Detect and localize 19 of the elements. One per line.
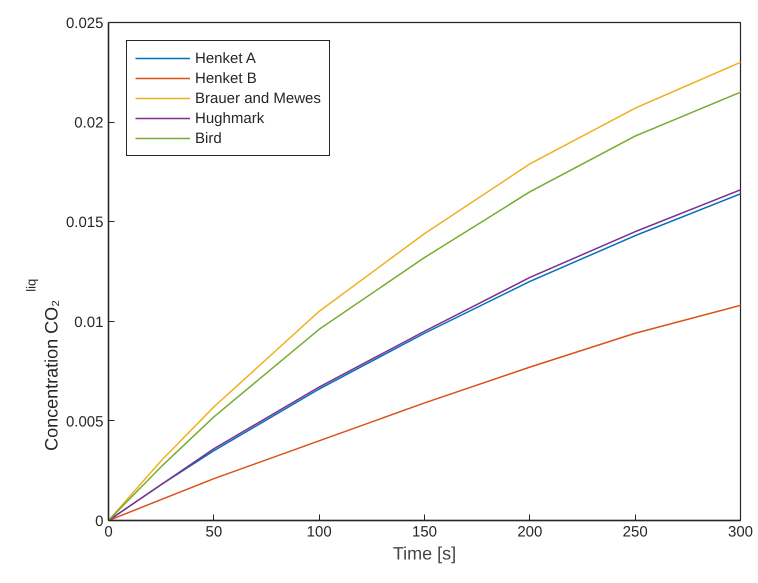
y-tick-label: 0.005 [66,413,104,430]
x-tick-label: 100 [306,524,332,540]
x-tick-label: 200 [517,524,542,540]
legend-label: Hughmark [195,109,264,127]
y-axis-title: Concentration CO₂liq [24,278,62,451]
y-tick-label: 0.01 [74,314,104,331]
y-tick-label: 0 [95,513,104,530]
y-tick-label: 0.015 [66,214,104,232]
x-tick-label: 300 [728,524,754,540]
legend-label: Bird [195,129,222,147]
legend-label: Henket A [195,49,256,67]
y-tick-label: 0.025 [66,15,104,32]
y-tick-label: 0.02 [74,114,104,132]
legend-label: Henket B [195,69,257,87]
x-tick-label: 250 [622,524,648,540]
x-axis-title: Time [s] [392,544,456,564]
legend-label: Brauer and Mewes [195,89,321,107]
x-tick-label: 50 [205,524,222,540]
x-tick-label: 150 [412,524,438,540]
